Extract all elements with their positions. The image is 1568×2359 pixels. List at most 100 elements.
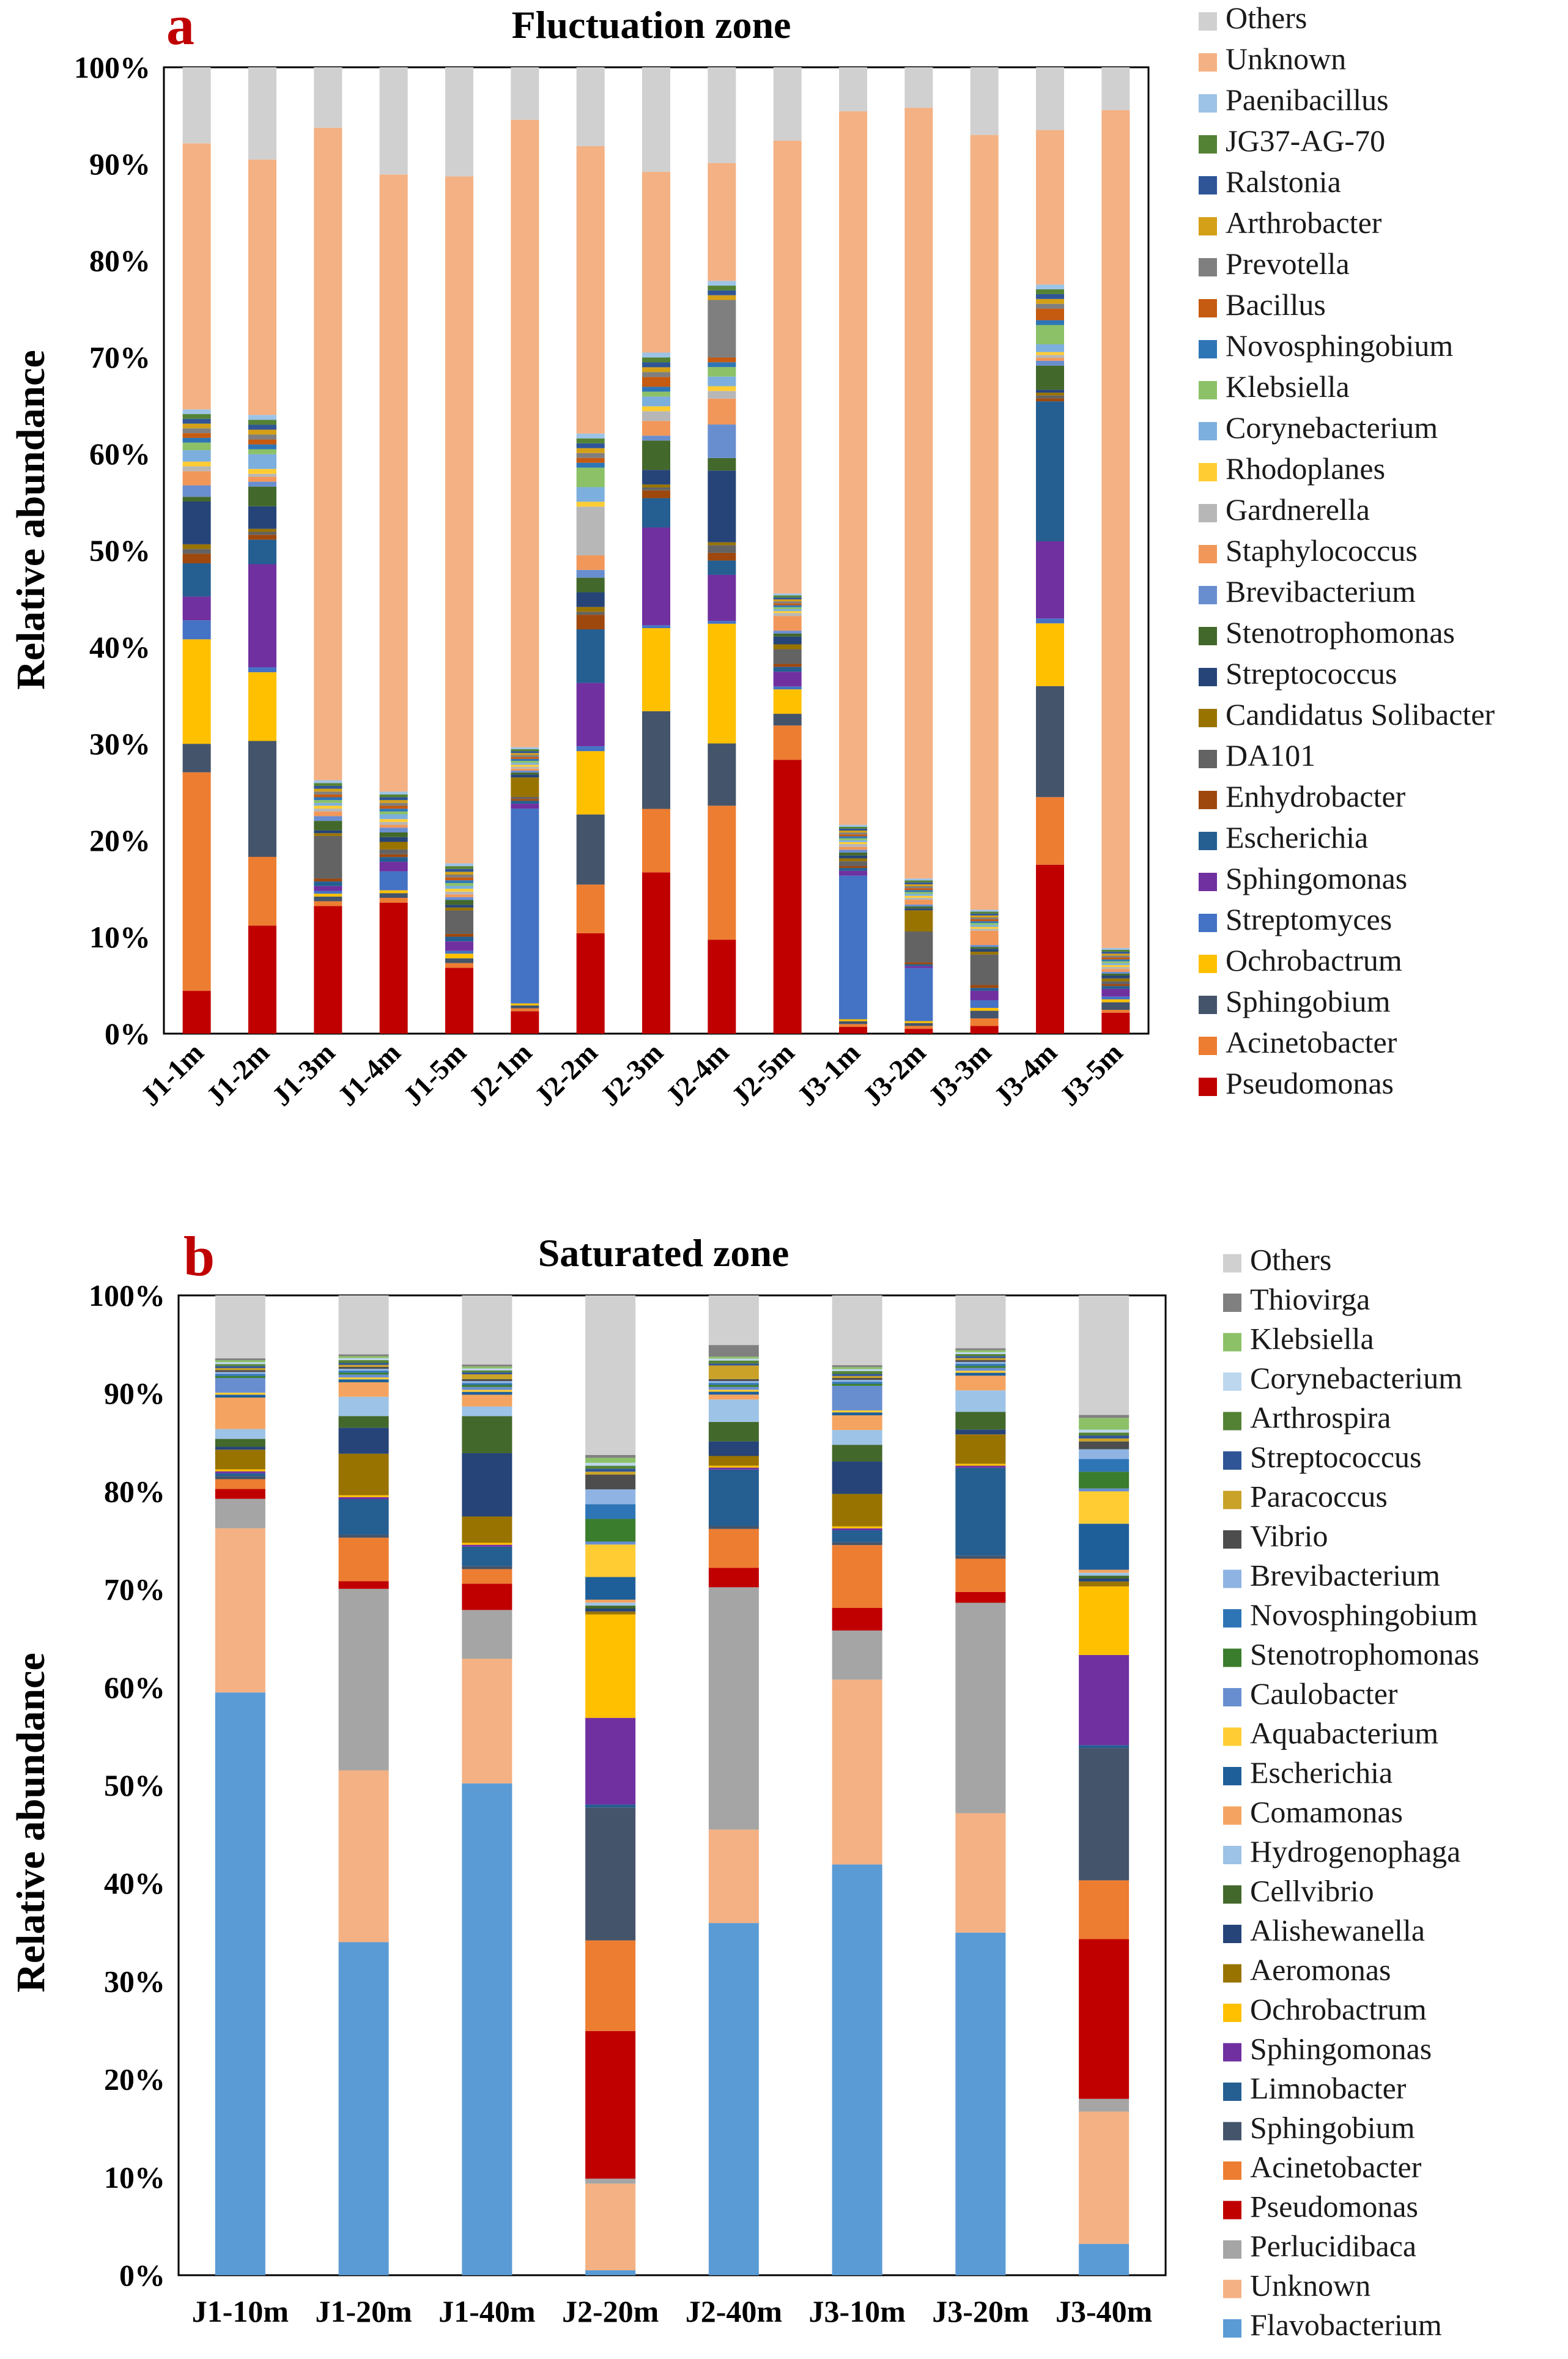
bar-segment-j2-3m-escherichia (642, 498, 670, 528)
bar-segment-j1-40m-sphingomonas (462, 1544, 512, 1547)
bar-segment-j2-2m-novosphingobium (576, 462, 605, 468)
bar-segment-j1-1m-candidatus-solibacter (182, 544, 211, 549)
bar-segment-j3-40m-acinetobacter (1079, 1880, 1130, 1939)
bar-segment-j1-4m-acinetobacter (379, 898, 408, 903)
bar-segment-j3-10m-ochrobactrum (832, 1526, 882, 1528)
bar-segment-j1-1m-acinetobacter (182, 772, 211, 991)
legend-swatch-candidatus-solibacter (1199, 709, 1217, 727)
bar-segment-j1-3m-bacillus (314, 794, 342, 798)
bar-segment-j3-40m-thiovirga (1079, 1415, 1130, 1418)
bar-segment-j2-20m-paracoccus (585, 1472, 636, 1475)
bar-segment-j3-5m-paenibacillus (1101, 947, 1130, 950)
bar-segment-j2-40m-alishewanella (708, 1441, 759, 1456)
bar-segment-j2-20m-sphingomonas (585, 1717, 636, 1805)
bar-segment-j3-40m-hydrogenophaga (1079, 1572, 1130, 1576)
bar-segment-j3-5m-ralstonia (1101, 952, 1130, 954)
bar-segment-j3-20m-flavobacterium (955, 1932, 1006, 2275)
legend-swatch-unknown (1199, 53, 1217, 72)
bar-segment-j2-3m-corynebacterium (642, 396, 670, 407)
x-tick-label: J2-3m (594, 1037, 669, 1112)
bar-segment-j3-3m-staphylococcus (970, 930, 999, 946)
bar-segment-j2-5m-gardnerella (773, 613, 802, 617)
bar-segment-j2-2m-acinetobacter (576, 884, 605, 933)
bar-segment-j2-3m-bacillus (642, 377, 670, 387)
bar-segment-j3-10m-novosphingobium (832, 1382, 882, 1384)
bar-segment-j2-5m-ralstonia (773, 597, 802, 599)
y-tick-label: 50% (89, 533, 150, 568)
bar-segment-j2-4m-paenibacillus (708, 281, 736, 286)
bar-segment-j1-5m-jg37-ag-70 (445, 866, 473, 869)
bar-segment-j3-3m-streptomyces (970, 1000, 999, 1008)
bar-segment-j2-2m-ralstonia (576, 443, 605, 448)
bar-segment-j1-3m-brevibacterium (314, 816, 342, 821)
y-tick-label: 30% (89, 727, 150, 761)
bar-segment-j2-1m-acinetobacter (511, 1008, 539, 1012)
bar-segment-j2-5m-bacillus (773, 603, 802, 605)
bar-segment-j3-20m-thiovirga (955, 1348, 1006, 1350)
bar-segment-j1-3m-unknown (314, 127, 342, 780)
bar-segment-j3-20m-comamonas (955, 1376, 1006, 1391)
bar-segment-j1-2m-da101 (248, 531, 276, 535)
bar-segment-j2-40m-arthrospira (708, 1360, 759, 1364)
bar-segment-j1-1m-streptococcus (182, 501, 211, 544)
bar-segment-j3-5m-arthrobacter (1101, 954, 1130, 956)
y-tick-label: 90% (89, 147, 150, 181)
bar-segment-j3-4m-paenibacillus (1036, 284, 1064, 290)
bar-segment-j1-1m-enhydrobacter (182, 554, 211, 563)
bar-segment-j1-4m-enhydrobacter (379, 854, 408, 857)
bar-segment-j3-1m-streptomyces (839, 875, 867, 1020)
bar-segment-j1-2m-streptomyces (248, 667, 276, 673)
bar-segment-j3-10m-paracoccus (832, 1376, 882, 1378)
bar-segment-j2-4m-da101 (708, 545, 736, 553)
bar-segment-j3-40m-aquabacterium (1079, 1491, 1130, 1524)
y-tick-label: 20% (104, 2062, 165, 2097)
bar-segment-j1-3m-gardnerella (314, 809, 342, 812)
bar-segment-j2-20m-stenotrophomonas (585, 1519, 636, 1542)
legend-label-brevibacterium: Brevibacterium (1226, 574, 1416, 609)
legend-swatch-corynebacterium (1199, 422, 1217, 440)
bar-segment-j3-2m-klebsiella (904, 892, 933, 894)
legend-label-perlucidibaca: Perlucidibaca (1250, 2229, 1416, 2263)
bar-segment-j1-3m-staphylococcus (314, 811, 342, 817)
bar-segment-j3-1m-pseudomonas (839, 1027, 867, 1034)
bar-segment-j3-2m-acinetobacter (904, 1026, 933, 1029)
legend-label-limnobacter: Limnobacter (1250, 2071, 1407, 2105)
bar-segment-j3-20m-aquabacterium (955, 1371, 1006, 1373)
bar-segment-j2-5m-prevotella (773, 601, 802, 604)
bar-segment-j1-5m-corynebacterium (445, 886, 473, 889)
bar-segment-j3-4m-gardnerella (1036, 355, 1064, 358)
bar-segment-j1-4m-prevotella (379, 802, 408, 806)
bar-segment-j2-40m-flavobacterium (708, 1923, 759, 2275)
panel-a-chart: a Fluctuation zone Relative abundance 0%… (9, 0, 1495, 1112)
bar-segment-j1-5m-stenotrophomonas (445, 900, 473, 905)
legend-swatch-limnobacter (1223, 2083, 1241, 2101)
bar-segment-j3-20m-vibrio (955, 1360, 1006, 1362)
bar-segment-j3-20m-escherichia (955, 1372, 1006, 1376)
bar-segment-j2-1m-paenibacillus (511, 747, 539, 749)
bar-segment-j3-3m-sphingomonas (970, 990, 999, 1001)
bar-segment-j1-10m-novosphingobium (215, 1374, 265, 1376)
legend-label-candidatus-solibacter: Candidatus Solibacter (1226, 697, 1495, 731)
bar-segment-j1-3m-escherichia (314, 881, 342, 886)
legend-label-enhydrobacter: Enhydrobacter (1226, 779, 1406, 813)
bar-segment-j1-4m-ralstonia (379, 797, 408, 801)
bar-segment-j3-2m-jg37-ag-70 (904, 880, 933, 883)
panel-b-label: b (183, 1225, 215, 1287)
bar-segment-j2-2m-staphylococcus (576, 555, 605, 570)
bar-segment-j3-4m-prevotella (1036, 303, 1064, 309)
bar-segment-j1-20m-aquabacterium (338, 1377, 389, 1380)
bar-segment-j2-20m-unknown (585, 2183, 636, 2270)
bar-segment-j2-40m-perlucidibaca (708, 1587, 759, 1830)
bar-segment-j2-20m-cellvibrio (585, 1605, 636, 1609)
bar-segment-j3-4m-sphingobium (1036, 686, 1064, 798)
bar-segment-j2-3m-brevibacterium (642, 435, 670, 441)
bar-segment-j3-1m-corynebacterium (839, 840, 867, 842)
bar-segment-j3-10m-escherichia (832, 1412, 882, 1416)
bar-segment-j1-1m-others (182, 67, 211, 144)
legend-swatch-pseudomonas (1223, 2201, 1241, 2220)
bar-segment-j1-20m-klebsiella (338, 1356, 389, 1358)
bar-segment-j1-1m-staphylococcus (182, 471, 211, 486)
bar-segment-j2-40m-cellvibrio (708, 1421, 759, 1442)
bar-segment-j2-2m-jg37-ag-70 (576, 438, 605, 443)
x-tick-label: J3-10m (808, 2294, 905, 2328)
